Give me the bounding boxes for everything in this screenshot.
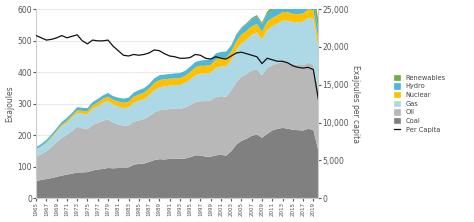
Y-axis label: Exajoules per capita: Exajoules per capita bbox=[351, 65, 360, 143]
Y-axis label: Exajoules: Exajoules bbox=[6, 85, 15, 122]
Legend: Renewables, Hydro, Nuclear, Gas, Oil, Coal, Per Capita: Renewables, Hydro, Nuclear, Gas, Oil, Co… bbox=[392, 73, 447, 134]
